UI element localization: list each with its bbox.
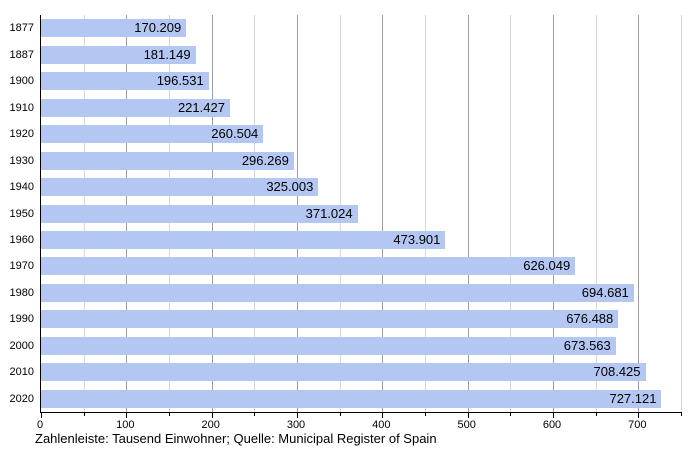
bar-value-label: 296.269 — [241, 152, 289, 168]
x-axis-major-tick — [382, 412, 384, 418]
y-axis-year-label: 1910 — [9, 101, 34, 114]
bar-1900: 196.531 — [41, 72, 209, 91]
bar-value-label: 196.531 — [156, 73, 204, 89]
bar-1940: 325.003 — [41, 178, 319, 197]
x-axis-major-tick — [297, 412, 298, 418]
bar-value-label: 260.504 — [211, 126, 259, 142]
bar-value-label: 181.149 — [143, 46, 191, 62]
y-axis-year-label: 2020 — [9, 392, 34, 405]
y-axis-year-label: 2010 — [9, 366, 34, 379]
y-axis-year-label: 1877 — [9, 22, 34, 35]
x-axis-major-tick — [126, 412, 128, 418]
x-axis-minor-tick — [169, 412, 170, 416]
x-axis-tick-label: 700 — [628, 419, 647, 431]
bar-1877: 170.209 — [41, 19, 187, 38]
y-axis-year-label: 1900 — [9, 75, 34, 88]
y-axis-year-label: 1920 — [9, 128, 34, 141]
bar-1990: 676.488 — [41, 310, 619, 329]
y-axis-year-label: 1887 — [9, 48, 34, 61]
x-axis-tick-label: 0 — [36, 419, 44, 431]
y-axis-year-label: 1930 — [9, 154, 34, 167]
bar-value-label: 626.049 — [523, 258, 571, 274]
chart-caption: Zahlenleiste: Tausend Einwohner; Quelle:… — [35, 431, 437, 446]
x-axis-tick-label: 100 — [116, 419, 135, 431]
x-axis-minor-tick — [254, 412, 256, 416]
bar-value-label: 727.121 — [609, 390, 657, 406]
x-axis-major-tick — [553, 412, 554, 418]
x-axis-major-tick — [41, 412, 42, 418]
x-axis-minor-tick — [339, 412, 341, 416]
x-axis-minor-tick — [595, 412, 597, 416]
bar-value-label: 473.901 — [393, 231, 441, 247]
x-axis-minor-tick — [681, 412, 682, 416]
bar-value-label: 708.425 — [593, 364, 641, 380]
bar-value-label: 673.563 — [563, 337, 611, 353]
bar-value-label: 676.488 — [566, 311, 614, 327]
bar-1970: 626.049 — [41, 257, 576, 276]
y-axis-year-label: 1980 — [9, 286, 34, 299]
minor-gridline — [510, 15, 512, 412]
x-axis-minor-tick — [425, 412, 426, 416]
plot-area: 170.209 181.149 196.531 221.427 260.504 296.2… — [40, 15, 682, 418]
x-axis-tick-label: 200 — [201, 419, 220, 431]
x-axis-major-tick — [467, 412, 469, 418]
bar-2000: 673.563 — [41, 336, 616, 355]
bar-value-label: 694.681 — [581, 284, 629, 300]
x-axis-tick-label: 400 — [372, 419, 391, 431]
minor-gridline — [681, 15, 682, 412]
bar-1960: 473.901 — [41, 230, 446, 249]
major-gridline — [553, 15, 554, 412]
bar-1887: 181.149 — [41, 45, 196, 64]
y-axis-year-label: 1950 — [9, 207, 34, 220]
bar-1920: 260.504 — [41, 125, 264, 144]
x-axis-minor-tick — [510, 412, 512, 416]
minor-gridline — [425, 15, 426, 412]
bar-2020: 727.121 — [41, 389, 662, 408]
x-axis-tick-label: 600 — [542, 419, 562, 431]
bar-1910: 221.427 — [41, 98, 230, 117]
x-axis-tick-label: 500 — [457, 419, 476, 431]
x-axis-major-tick — [638, 412, 640, 418]
major-gridline — [382, 15, 384, 412]
bar-1980: 694.681 — [41, 283, 634, 302]
bar-value-label: 221.427 — [177, 99, 225, 115]
x-axis-major-tick — [211, 412, 213, 418]
y-axis-year-label: 1970 — [9, 260, 34, 273]
major-gridline — [467, 15, 469, 412]
y-axis-year-label: 1990 — [9, 313, 34, 326]
bar-value-label: 371.024 — [305, 205, 353, 221]
bar-value-label: 170.209 — [134, 20, 182, 36]
bar-value-label: 325.003 — [266, 179, 314, 195]
y-axis-year-label: 1960 — [9, 233, 34, 246]
minor-gridline — [595, 15, 597, 412]
major-gridline — [638, 15, 640, 412]
x-axis-tick-label: 300 — [286, 419, 306, 431]
y-axis-year-label: 1940 — [9, 181, 34, 194]
bar-1930: 296.269 — [41, 151, 294, 170]
bar-1950: 371.024 — [41, 204, 358, 223]
x-axis-minor-tick — [83, 412, 85, 416]
bar-2010: 708.425 — [41, 363, 646, 382]
y-axis-year-label: 2000 — [9, 339, 34, 352]
